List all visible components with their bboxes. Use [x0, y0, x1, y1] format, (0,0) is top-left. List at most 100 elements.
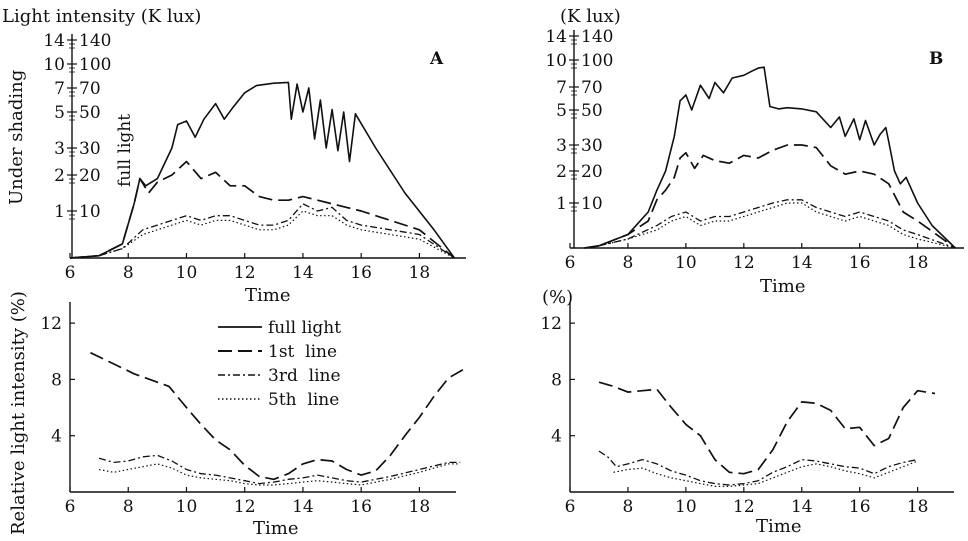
a-top-y-tick-label-left: 5	[54, 103, 65, 123]
b-bot-series-dash-dot	[598, 450, 918, 486]
a-bot-y-tick-label: 12	[40, 314, 62, 334]
b-bot-x-tick-label: 18	[907, 497, 929, 517]
a-top-x-tick-label: 8	[123, 263, 134, 283]
panel-b-bottom-axes: 6 8 10 12 14 16 18 4 8 12	[540, 302, 954, 517]
a-top-y-tick-label-right: 30	[79, 139, 101, 159]
b-top-y-tick-label-right: 30	[581, 136, 603, 156]
b-top-x-tick-label: 6	[565, 253, 576, 273]
a-top-x-tick-label: 14	[292, 263, 314, 283]
b-bot-x-tick-label: 16	[849, 497, 871, 517]
panel-b-bottom-xlabel: Time	[756, 516, 801, 537]
panel-b-top-title: (K lux)	[560, 6, 621, 27]
a-bot-series-dashed	[90, 351, 464, 481]
a-bot-x-tick-label: 8	[123, 497, 134, 517]
a-top-y-tick-label-right: 20	[79, 166, 101, 186]
panel-a-bottom-axes: 6 8 10 12 14 16 18 4 8 12	[40, 302, 456, 517]
a-bot-x-tick-label: 14	[292, 497, 314, 517]
a-top-series-dotted	[69, 210, 455, 259]
b-bot-y-tick-label: 8	[551, 370, 562, 390]
a-top-y-tick-label-left: 2	[54, 166, 65, 186]
a-top-series-solid	[69, 81, 456, 259]
b-top-x-tick-label: 8	[623, 253, 634, 273]
legend: full light 1st line 3rd line 5th line	[218, 318, 341, 410]
panel-b-top-xlabel: Time	[760, 276, 805, 297]
a-top-y-tick-label-right: 100	[79, 55, 111, 75]
b-bot-x-tick-label: 14	[791, 497, 813, 517]
a-top-y-tick-label-right: 50	[79, 103, 101, 123]
b-top-y-tick-label-right: 140	[581, 27, 613, 47]
b-top-x-tick-label: 10	[675, 253, 697, 273]
b-top-y-tick-label-right: 100	[581, 51, 613, 71]
a-top-series-dash-dot	[69, 203, 455, 259]
b-top-y-tick-label-left: 7	[556, 78, 567, 98]
a-top-series-dashed	[69, 160, 455, 259]
b-top-y-tick-label-left: 5	[556, 101, 567, 121]
b-top-y-tick-label-left: 10	[545, 51, 567, 71]
panel-a-top-series-group	[69, 81, 456, 259]
a-top-x-tick-label: 6	[65, 263, 76, 283]
b-top-x-tick-label: 14	[791, 253, 813, 273]
a-top-y-tick-label-left: 10	[43, 55, 65, 75]
a-top-y-tick-label-left: 3	[54, 139, 65, 159]
legend-label: 5th line	[268, 390, 339, 410]
b-top-x-tick-label: 12	[733, 253, 755, 273]
b-bot-x-tick-label: 10	[675, 497, 697, 517]
b-top-y-tick-label-right: 20	[581, 162, 603, 182]
panel-a-bottom-ylabel: Relative light intensity (%)	[8, 291, 29, 535]
b-bot-x-tick-label: 12	[733, 497, 755, 517]
a-top-y-tick-label-left: 14	[43, 31, 65, 51]
panel-b-bottom-ylabel: (%)	[542, 287, 573, 308]
b-top-y-tick-label-right: 50	[581, 101, 603, 121]
b-top-x-tick-label: 18	[907, 253, 929, 273]
panel-b-top-series-group	[584, 66, 956, 249]
b-top-y-tick-label-left: 1	[556, 194, 567, 214]
a-top-y-tick-label-right: 70	[79, 79, 101, 99]
a-top-y-tick-label-left: 1	[54, 202, 65, 222]
b-bot-series-dotted	[613, 460, 918, 487]
b-top-series-dashed	[584, 144, 956, 249]
b-top-y-tick-label-left: 2	[556, 162, 567, 182]
b-bot-series-dashed	[598, 381, 936, 475]
panel-b-bottom-series-group	[598, 381, 936, 487]
panel-a-top-title: Light intensity (K lux)	[2, 6, 201, 27]
a-top-x-tick-label: 16	[350, 263, 372, 283]
panel-a-top-ylabel: Under shading	[6, 70, 27, 205]
b-top-y-tick-label-left: 14	[545, 27, 567, 47]
b-top-series-solid	[584, 66, 956, 249]
legend-label: 3rd line	[268, 366, 341, 386]
panel-b-top-axes: 6 8 10 12 14 16 18 14 140 10 100 7 70 5 50 3 30 2 20 1 10	[545, 27, 964, 273]
panel-a-bottom-xlabel: Time	[253, 518, 298, 539]
panel-a-letter: A	[429, 49, 444, 69]
b-top-x-tick-label: 16	[849, 253, 871, 273]
panel-a-top-xlabel: Time	[245, 285, 290, 306]
a-top-x-tick-label: 18	[409, 263, 431, 283]
a-bot-y-tick-label: 8	[51, 370, 62, 390]
b-top-series-dash-dot	[584, 199, 956, 249]
a-top-y-tick-label-left: 7	[54, 79, 65, 99]
a-top-y-tick-label-right: 10	[79, 202, 101, 222]
a-bot-series-dash-dot	[98, 454, 461, 485]
a-bot-x-tick-label: 18	[409, 497, 431, 517]
panel-b-letter: B	[929, 49, 943, 69]
legend-label: 1st line	[268, 342, 337, 362]
a-bot-x-tick-label: 10	[176, 497, 198, 517]
a-top-y-tick-label-right: 140	[79, 31, 111, 51]
a-bot-x-tick-label: 12	[234, 497, 256, 517]
b-bot-y-tick-label: 12	[540, 314, 562, 334]
a-top-x-tick-label: 10	[176, 263, 198, 283]
b-top-y-tick-label-right: 70	[581, 78, 603, 98]
panel-a-bottom-series-group	[90, 351, 464, 486]
b-bot-x-tick-label: 6	[565, 497, 576, 517]
b-top-y-tick-label-right: 10	[581, 194, 603, 214]
a-bot-x-tick-label: 6	[65, 497, 76, 517]
a-top-x-tick-label: 12	[234, 263, 256, 283]
a-bot-x-tick-label: 16	[350, 497, 372, 517]
panel-a-top-axes: 6 8 10 12 14 16 18 14 140 10 100 7 70 5 50 3 30 2 20 1 10	[43, 31, 466, 283]
panel-a-top-y2label: full light	[115, 114, 135, 187]
a-bot-y-tick-label: 4	[51, 427, 62, 447]
b-bot-x-tick-label: 8	[623, 497, 634, 517]
legend-label: full light	[268, 318, 341, 338]
a-bot-series-dotted	[98, 463, 461, 486]
b-bot-y-tick-label: 4	[551, 427, 562, 447]
